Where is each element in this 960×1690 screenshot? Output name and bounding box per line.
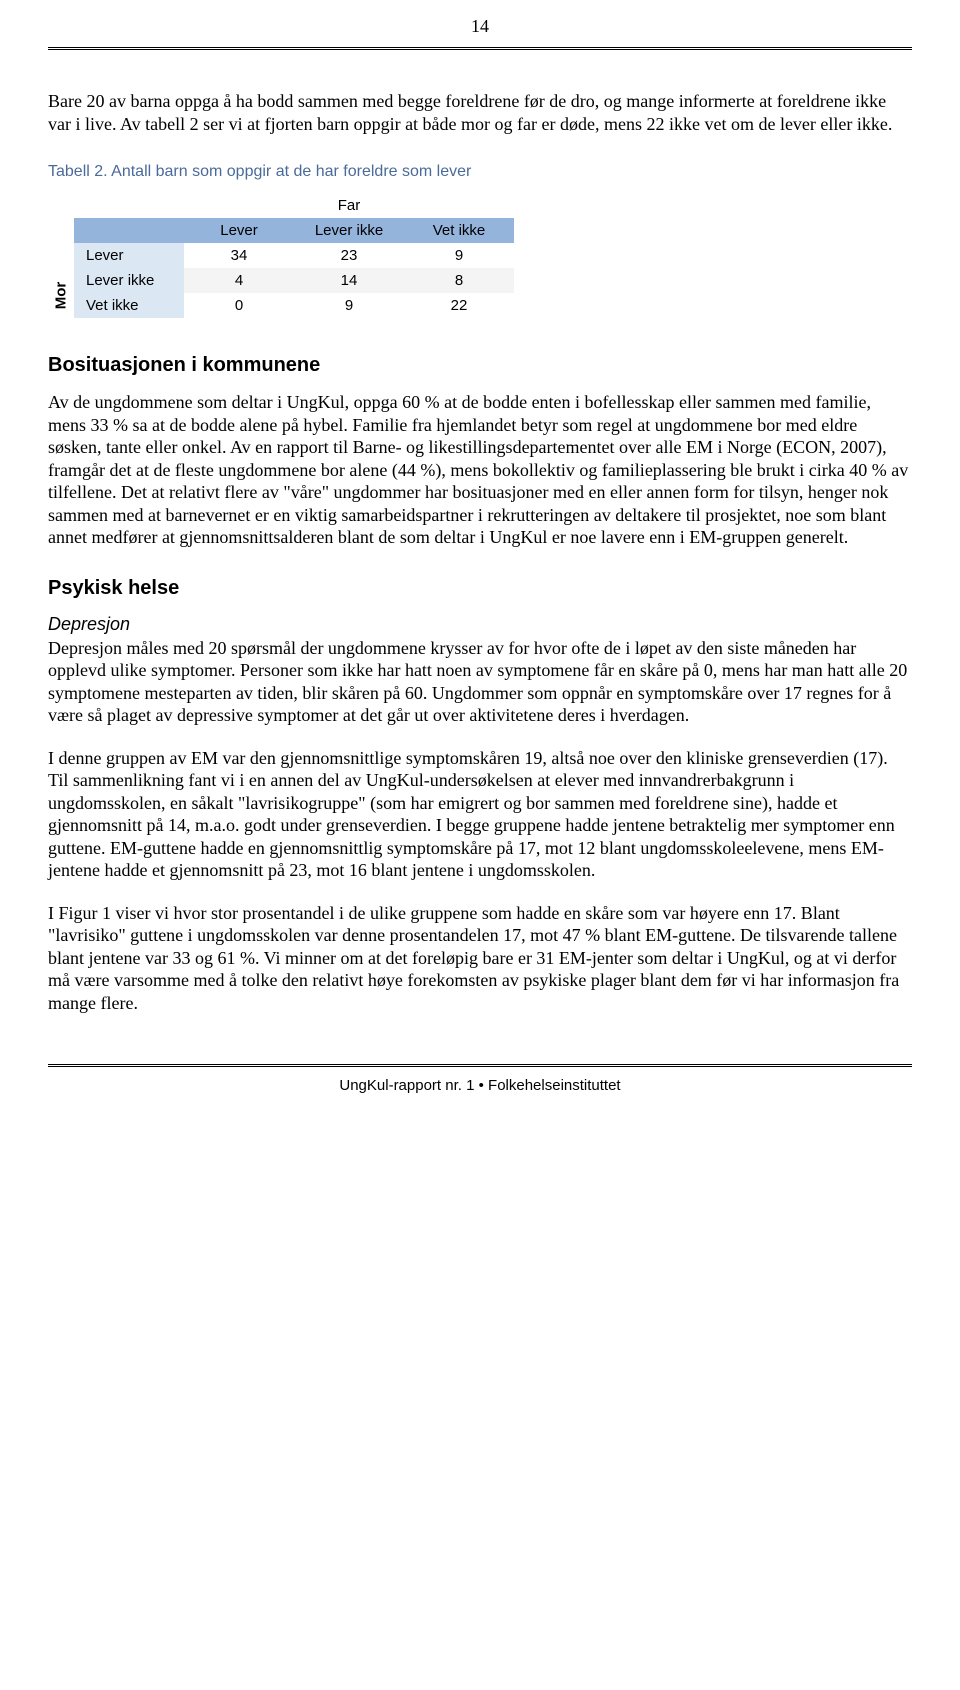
table-row-label: Lever	[74, 243, 184, 268]
table-row-label: Vet ikke	[74, 293, 184, 318]
heading-psykisk-helse: Psykisk helse	[48, 577, 912, 600]
column-axis-label: Far	[184, 193, 514, 218]
depresjon-paragraph-1: Depresjon måles med 20 spørsmål der ungd…	[48, 637, 912, 727]
table-cell: 9	[294, 293, 404, 318]
table-header-blank	[74, 218, 184, 243]
top-horizontal-rule	[48, 47, 912, 50]
table-cell: 0	[184, 293, 294, 318]
page-number: 14	[48, 0, 912, 47]
table-column-header: Vet ikke	[404, 218, 514, 243]
table-cell: 8	[404, 268, 514, 293]
table-column-header: Lever	[184, 218, 294, 243]
heading-bosituasjon: Bosituasjonen i kommunene	[48, 354, 912, 377]
table-column-header: Lever ikke	[294, 218, 404, 243]
row-axis-label: Mor	[53, 282, 70, 310]
table-cell: 34	[184, 243, 294, 268]
bosituasjon-paragraph: Av de ungdommene som deltar i UngKul, op…	[48, 391, 912, 549]
subheading-depresjon: Depresjon	[48, 614, 912, 635]
cross-table: Mor Far Lever Lever ikke Vet ikke Lever …	[48, 193, 912, 318]
parents-table: Far Lever Lever ikke Vet ikke Lever 34 2…	[74, 193, 514, 318]
table-cell: 9	[404, 243, 514, 268]
depresjon-paragraph-3: I Figur 1 viser vi hvor stor prosentande…	[48, 902, 912, 1015]
table-cell: 23	[294, 243, 404, 268]
table-cell: 14	[294, 268, 404, 293]
depresjon-paragraph-2: I denne gruppen av EM var den gjennomsni…	[48, 747, 912, 882]
table-caption: Tabell 2. Antall barn som oppgir at de h…	[48, 163, 912, 181]
page-footer: UngKul-rapport nr. 1 • Folkehelseinstitu…	[48, 1077, 912, 1118]
intro-paragraph: Bare 20 av barna oppga å ha bodd sammen …	[48, 90, 912, 135]
table-corner-blank	[74, 193, 184, 218]
table-row-label: Lever ikke	[74, 268, 184, 293]
row-axis-label-container: Mor	[48, 193, 74, 318]
table-cell: 4	[184, 268, 294, 293]
bottom-horizontal-rule	[48, 1064, 912, 1067]
table-cell: 22	[404, 293, 514, 318]
